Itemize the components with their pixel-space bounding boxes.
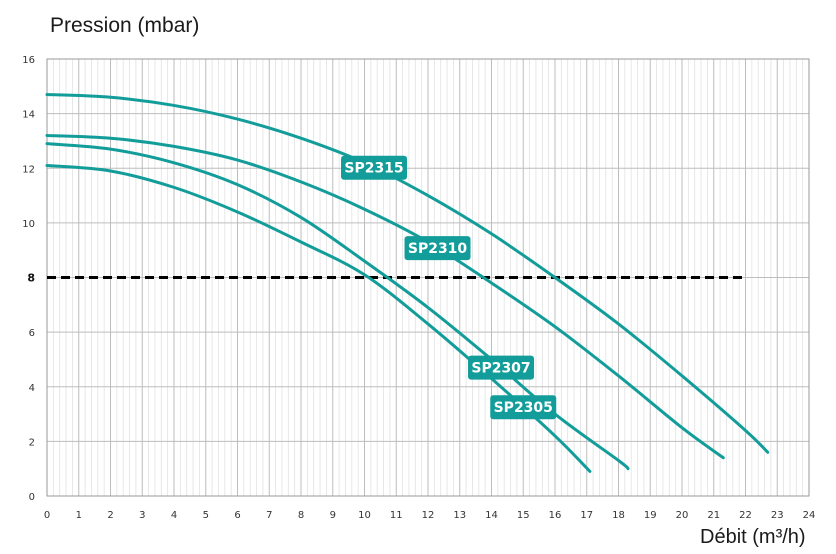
curve-label-box xyxy=(404,236,471,261)
x-tick-label: 0 xyxy=(44,510,50,521)
y-axis-title: Pression (mbar) xyxy=(50,14,200,37)
x-tick-label: 2 xyxy=(107,510,113,521)
y-tick-label: 4 xyxy=(29,383,35,394)
y-tick-label: 8 xyxy=(27,272,35,285)
curve-sp2307 xyxy=(45,142,630,471)
x-tick-label: 13 xyxy=(453,510,466,521)
curve-sp2315 xyxy=(45,93,770,454)
x-tick-label: 20 xyxy=(676,510,689,521)
x-tick-label: 9 xyxy=(330,510,336,521)
y-tick-label: 6 xyxy=(29,328,35,339)
y-tick-label: 16 xyxy=(22,55,35,66)
x-tick-label: 4 xyxy=(171,510,177,521)
x-tick-label: 1 xyxy=(76,510,82,521)
x-tick-label: 24 xyxy=(803,510,816,521)
x-tick-label: 21 xyxy=(707,510,720,521)
x-tick-label: 3 xyxy=(139,510,145,521)
y-tick-label: 12 xyxy=(22,164,35,175)
x-tick-label: 6 xyxy=(234,510,240,521)
curve-label-box xyxy=(468,355,535,380)
x-tick-label: 14 xyxy=(485,510,498,521)
curve-label-sp2315: SP2315 xyxy=(344,161,403,177)
x-tick-label: 23 xyxy=(771,510,784,521)
x-tick-label: 10 xyxy=(358,510,371,521)
curve-label-box xyxy=(490,395,557,420)
x-tick-label: 8 xyxy=(298,510,304,521)
y-tick-label: 2 xyxy=(29,437,35,448)
curve-sp2305 xyxy=(45,164,592,473)
y-tick-label: 10 xyxy=(22,219,35,230)
x-tick-label: 5 xyxy=(203,510,209,521)
curve-sp2310 xyxy=(45,133,725,460)
y-tick-label: 14 xyxy=(22,110,35,121)
x-tick-label: 7 xyxy=(266,510,272,521)
x-tick-label: 17 xyxy=(580,510,593,521)
curve-label-sp2307: SP2307 xyxy=(471,361,530,377)
x-tick-label: 19 xyxy=(644,510,657,521)
x-tick-label: 18 xyxy=(612,510,625,521)
x-tick-label: 15 xyxy=(517,510,530,521)
curve-label-sp2305: SP2305 xyxy=(494,400,553,416)
y-tick-label: 0 xyxy=(29,492,35,503)
x-tick-label: 22 xyxy=(739,510,752,521)
x-axis-title: Débit (m³/h) xyxy=(700,526,806,548)
x-tick-label: 16 xyxy=(549,510,562,521)
curve-label-sp2310: SP2310 xyxy=(408,241,468,257)
curve-label-box xyxy=(341,155,408,180)
x-tick-label: 11 xyxy=(390,510,403,521)
x-tick-label: 12 xyxy=(422,510,435,521)
